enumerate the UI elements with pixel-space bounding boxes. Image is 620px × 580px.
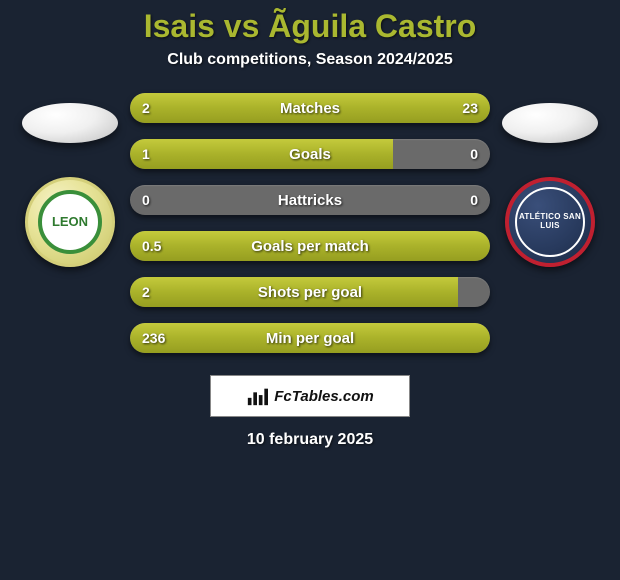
stat-label: Shots per goal — [130, 277, 490, 307]
brand-badge[interactable]: FcTables.com — [210, 375, 410, 417]
right-player-avatar — [502, 103, 598, 143]
left-club-badge-label: LEON — [38, 190, 102, 254]
left-player-avatar — [22, 103, 118, 143]
brand-label: FcTables.com — [274, 388, 373, 405]
subtitle: Club competitions, Season 2024/2025 — [0, 51, 620, 69]
left-club-badge: LEON — [25, 177, 115, 267]
stats-bars: 223Matches 10Goals 00Hattricks 0.5Goals per… — [130, 87, 490, 353]
date-line: 10 february 2025 — [0, 431, 620, 449]
right-player-column: ATLÉTICO SAN LUIS — [490, 87, 610, 267]
bar-chart-icon — [246, 385, 268, 407]
stat-bar: 223Matches — [130, 93, 490, 123]
right-club-badge: ATLÉTICO SAN LUIS — [505, 177, 595, 267]
stat-label: Min per goal — [130, 323, 490, 353]
main-area: LEON 223Matches 10Goals 00Hattricks 0.5Goal… — [0, 87, 620, 353]
stat-label: Goals per match — [130, 231, 490, 261]
left-player-column: LEON — [10, 87, 130, 267]
comparison-card: Isais vs Ãguila Castro Club competitions… — [0, 0, 620, 449]
stat-label: Hattricks — [130, 185, 490, 215]
stat-label: Matches — [130, 93, 490, 123]
stat-bar: 10Goals — [130, 139, 490, 169]
page-title: Isais vs Ãguila Castro — [0, 8, 620, 45]
stat-bar: 00Hattricks — [130, 185, 490, 215]
stat-bar: 0.5Goals per match — [130, 231, 490, 261]
right-club-badge-ring — [515, 187, 585, 257]
stat-bar: 236Min per goal — [130, 323, 490, 353]
stat-bar: 2Shots per goal — [130, 277, 490, 307]
stat-label: Goals — [130, 139, 490, 169]
